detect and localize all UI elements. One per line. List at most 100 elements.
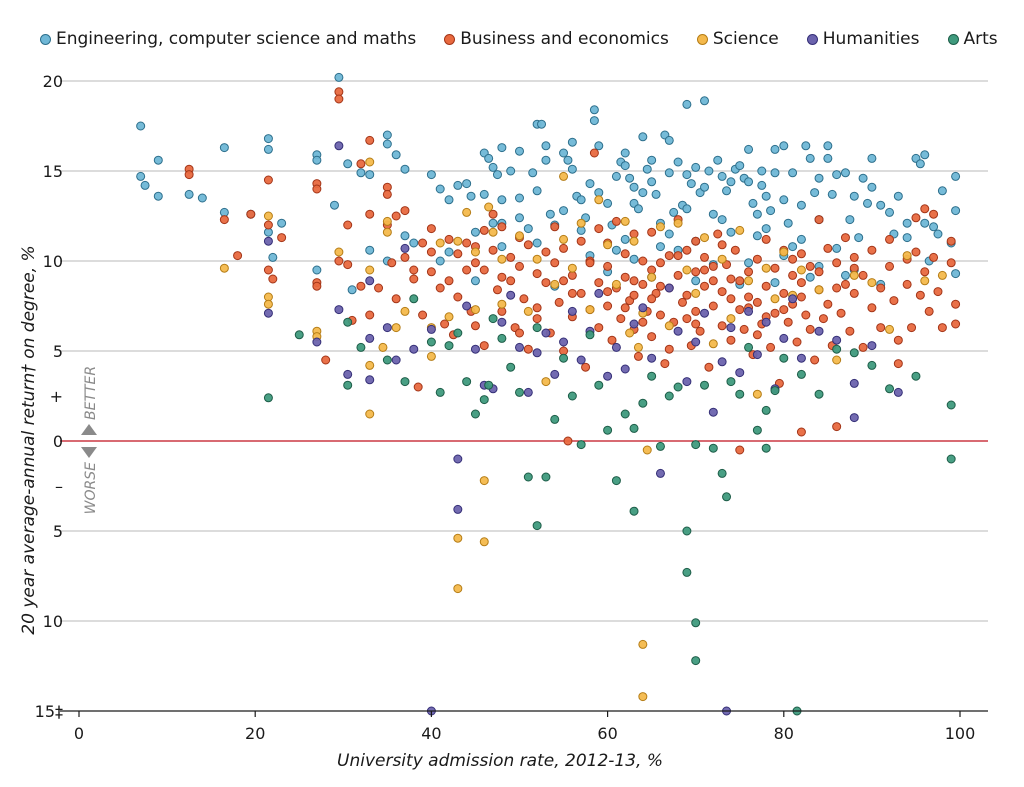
data-point — [470, 305, 480, 315]
data-point — [532, 348, 542, 358]
data-point — [594, 288, 604, 298]
data-point — [453, 533, 463, 543]
data-point — [937, 270, 947, 280]
data-point — [920, 276, 930, 286]
data-point — [365, 276, 375, 286]
data-point — [748, 198, 758, 208]
data-point — [638, 398, 648, 408]
data-point — [642, 445, 652, 455]
data-point — [136, 171, 146, 181]
data-point — [506, 290, 516, 300]
data-point — [849, 378, 859, 388]
data-point — [594, 224, 604, 234]
data-point — [708, 407, 718, 417]
data-point — [700, 281, 710, 291]
data-point — [343, 369, 353, 379]
data-point — [537, 119, 547, 129]
data-point — [365, 170, 375, 180]
data-point — [444, 247, 454, 257]
legend-label: Arts — [963, 29, 998, 49]
data-point — [603, 301, 613, 311]
y-tick-label: 5 — [53, 522, 63, 541]
data-point — [867, 245, 877, 255]
better-label: BETTER — [83, 366, 99, 420]
data-point — [655, 441, 665, 451]
data-point — [343, 260, 353, 270]
data-point — [752, 231, 762, 241]
y-tick-label: – — [55, 477, 63, 496]
data-point — [506, 362, 516, 372]
data-point — [246, 209, 256, 219]
data-points — [136, 72, 961, 716]
data-point — [858, 270, 868, 280]
data-point — [365, 310, 375, 320]
data-point — [726, 177, 736, 187]
data-point — [523, 344, 533, 354]
data-point — [779, 333, 789, 343]
data-point — [268, 252, 278, 262]
data-point — [823, 153, 833, 163]
data-point — [708, 301, 718, 311]
data-point — [902, 218, 912, 228]
data-point — [832, 355, 842, 365]
data-point — [312, 265, 322, 275]
data-point — [365, 409, 375, 419]
data-point — [704, 166, 714, 176]
data-point — [726, 314, 736, 324]
data-point — [594, 141, 604, 151]
data-point — [629, 423, 639, 433]
data-point — [717, 240, 727, 250]
data-point — [603, 371, 613, 381]
data-point — [770, 278, 780, 288]
data-point — [779, 305, 789, 315]
legend-swatch — [947, 33, 959, 45]
data-point — [528, 168, 538, 178]
data-point — [219, 263, 229, 273]
data-point — [682, 567, 692, 577]
data-point — [761, 281, 771, 291]
data-point — [638, 256, 648, 266]
data-point — [796, 265, 806, 275]
data-point — [140, 180, 150, 190]
data-point — [691, 306, 701, 316]
data-point — [625, 328, 635, 338]
data-point — [779, 247, 789, 257]
x-tick-label: 60 — [597, 724, 617, 743]
data-point — [902, 233, 912, 243]
data-point — [435, 387, 445, 397]
data-point — [832, 344, 842, 354]
data-point — [682, 245, 692, 255]
data-point — [611, 476, 621, 486]
data-point — [673, 326, 683, 336]
data-point — [479, 189, 489, 199]
data-point — [515, 328, 524, 338]
data-point — [744, 292, 754, 302]
data-point — [426, 337, 436, 347]
data-point — [453, 249, 463, 259]
data-point — [343, 317, 353, 327]
data-point — [929, 252, 939, 262]
data-point — [823, 299, 833, 309]
data-point — [735, 368, 745, 378]
data-point — [796, 200, 806, 210]
data-point — [616, 314, 626, 324]
data-point — [382, 139, 392, 149]
data-point — [796, 249, 806, 259]
data-point — [312, 184, 322, 194]
y-tick-label: 0 — [53, 432, 63, 451]
data-point — [559, 353, 569, 363]
data-point — [722, 186, 732, 196]
better-arrow-icon — [81, 424, 97, 435]
x-tick-label: 20 — [245, 724, 265, 743]
data-point — [655, 258, 665, 268]
data-point — [444, 234, 454, 244]
data-point — [497, 333, 507, 343]
data-point — [735, 276, 745, 286]
series-group — [263, 294, 956, 716]
data-point — [801, 310, 811, 320]
data-point — [915, 159, 925, 169]
data-point — [638, 188, 648, 198]
data-point — [757, 180, 767, 190]
data-point — [717, 468, 727, 478]
data-point — [523, 472, 533, 482]
